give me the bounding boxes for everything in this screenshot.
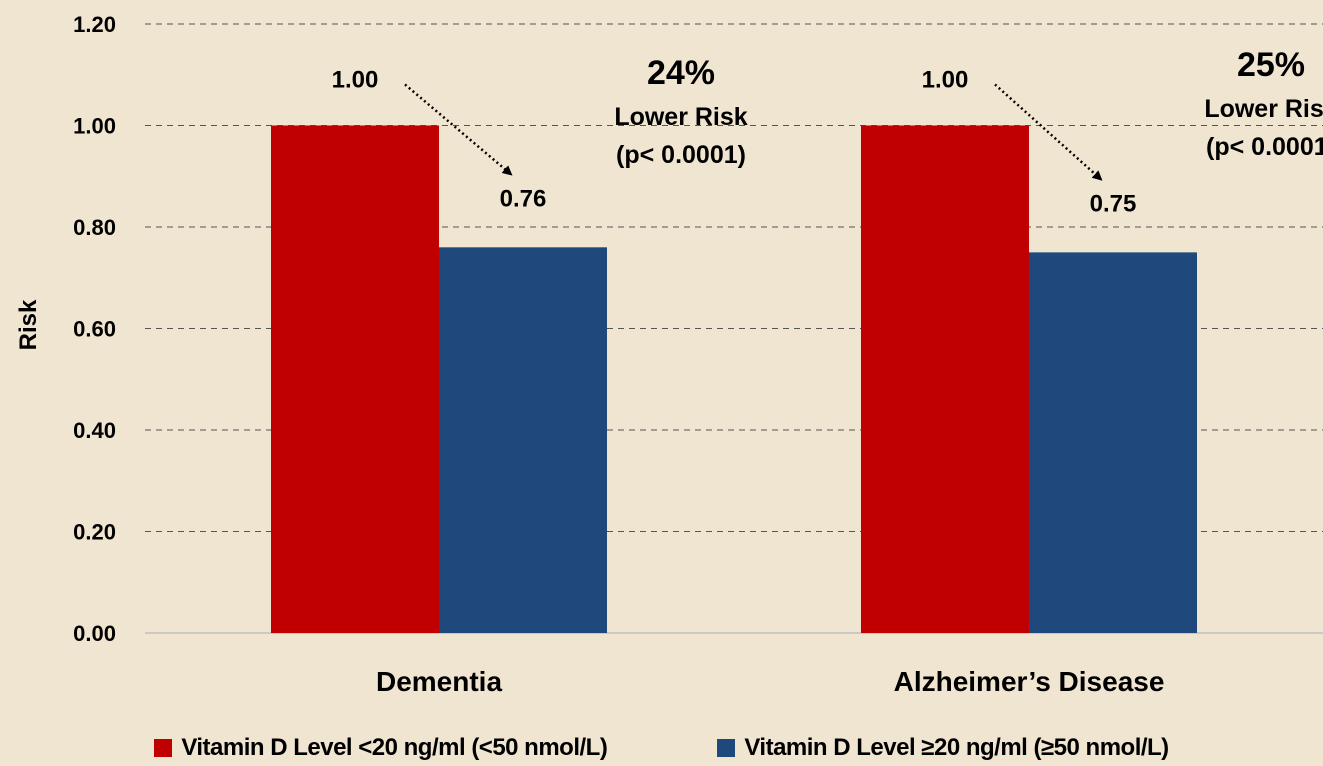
y-tick-label: 0.20 (73, 520, 116, 545)
legend-label-high: Vitamin D Level ≥20 ng/ml (≥50 nmol/L) (744, 734, 1169, 761)
arrow-annotation (994, 83, 1103, 181)
bar-high (439, 247, 607, 634)
legend-item-high: Vitamin D Level ≥20 ng/ml (≥50 nmol/L) (717, 734, 1169, 762)
data-label: 0.76 (500, 185, 547, 212)
annotation-percent: 25% (1237, 46, 1305, 84)
y-tick-label: 1.00 (73, 114, 116, 139)
y-tick-label: 0.00 (73, 621, 116, 646)
data-label: 1.00 (922, 67, 969, 94)
bar-low (861, 125, 1029, 633)
bar-low (271, 125, 439, 633)
annotation-line1: Lower Risk (1204, 95, 1323, 123)
y-axis-label: Risk (15, 299, 42, 350)
legend-label-low: Vitamin D Level <20 ng/ml (<50 nmol/L) (181, 734, 608, 761)
annotation-percent: 24% (647, 54, 715, 92)
legend-item-low: Vitamin D Level <20 ng/ml (<50 nmol/L) (154, 734, 608, 762)
y-tick-label: 0.80 (73, 215, 116, 240)
data-label: 1.00 (332, 67, 379, 94)
legend-swatch-high (717, 739, 736, 757)
y-tick-label: 0.60 (73, 317, 116, 342)
y-tick-label: 1.20 (73, 12, 116, 37)
annotation-line2: (p< 0.0001) (616, 141, 746, 169)
annotation-line2: (p< 0.0001) (1206, 133, 1323, 161)
bar-high (1029, 252, 1197, 633)
chart-svg: 0.00 0.20 0.40 0.60 0.80 1.00 1.20 Risk Dementia… (15, 12, 1323, 697)
legend-swatch-low (154, 739, 173, 757)
x-category-label: Dementia (376, 666, 502, 697)
x-category-label: Alzheimer’s Disease (894, 666, 1165, 697)
annotation-line1: Lower Risk (614, 103, 747, 131)
legend: Vitamin D Level <20 ng/ml (<50 nmol/L) V… (0, 730, 1323, 766)
arrow-annotation (404, 83, 513, 176)
y-tick-label: 0.40 (73, 418, 116, 443)
data-label: 0.75 (1090, 190, 1137, 217)
